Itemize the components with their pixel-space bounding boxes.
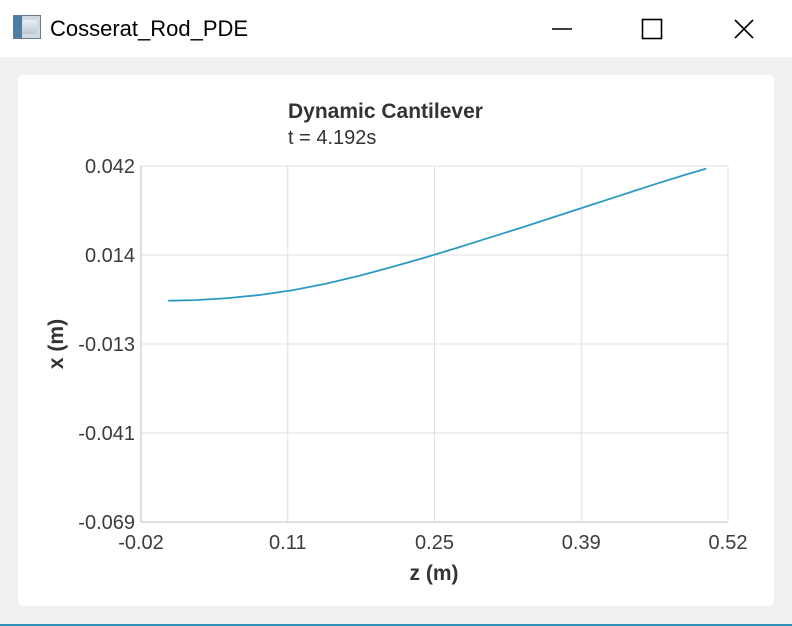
maximize-button[interactable] — [606, 0, 698, 57]
y-tick-label: -0.041 — [78, 423, 135, 445]
y-tick-label: -0.069 — [78, 512, 135, 534]
chart-subtitle: t = 4.192s — [288, 127, 376, 149]
title-bar[interactable]: Cosserat_Rod_PDE — [0, 0, 792, 57]
y-tick-label: -0.013 — [78, 334, 135, 356]
y-tick-label: 0.042 — [85, 156, 135, 178]
y-axis-label: x (m) — [45, 319, 68, 369]
window-title: Cosserat_Rod_PDE — [50, 16, 249, 41]
maximize-icon — [641, 18, 663, 39]
x-tick-label: 0.52 — [709, 532, 748, 554]
close-icon — [734, 18, 754, 39]
app-icon — [13, 15, 41, 39]
x-axis-label: z (m) — [410, 562, 459, 585]
window-bottom-border — [0, 624, 792, 626]
x-tick-label: -0.02 — [118, 532, 164, 554]
minimize-button[interactable] — [516, 0, 608, 57]
chart-series — [168, 167, 707, 302]
chart-panel — [18, 75, 774, 606]
minimize-icon — [552, 27, 572, 30]
series-line — [168, 167, 707, 302]
chart-ticks: -0.02 0.11 0.25 0.39 0.52 0.042 0.014 -0.013 -0.… — [78, 156, 747, 554]
x-tick-label: 0.25 — [415, 532, 454, 554]
y-tick-label: 0.014 — [85, 245, 135, 267]
chart-axes — [140, 166, 728, 523]
close-button[interactable] — [698, 0, 790, 57]
x-tick-label: 0.11 — [269, 532, 306, 554]
chart-grid — [141, 165, 729, 522]
chart-title: Dynamic Cantilever — [288, 100, 483, 123]
x-tick-label: 0.39 — [562, 532, 601, 554]
